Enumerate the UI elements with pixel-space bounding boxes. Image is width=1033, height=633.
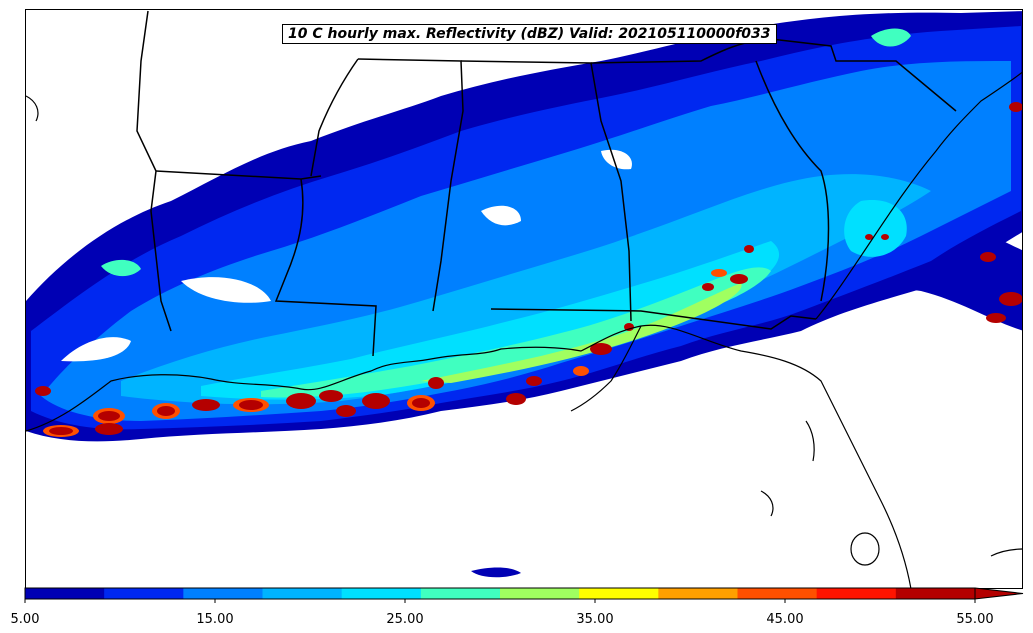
storm-cell — [730, 274, 748, 284]
map-title: 10 C hourly max. Reflectivity (dBZ) Vali… — [282, 24, 777, 44]
storm-cell — [865, 234, 873, 240]
storm-cell — [239, 400, 263, 410]
border-line — [460, 60, 632, 322]
storm-cell — [336, 405, 356, 417]
reflectivity-field — [26, 11, 1022, 578]
colorbar-segment — [737, 588, 818, 599]
storm-cell — [711, 269, 727, 277]
storm-cell — [49, 427, 73, 435]
storm-cell — [98, 411, 120, 421]
colorbar-tick-label: 5.00 — [10, 612, 40, 627]
map-frame: 10 C hourly max. Reflectivity (dBZ) Vali… — [25, 9, 1023, 589]
storm-cell — [980, 252, 996, 262]
coast-line — [990, 548, 1022, 557]
storm-cell — [702, 283, 714, 291]
coast-line — [815, 71, 1022, 320]
state-borders — [136, 10, 957, 357]
storm-cell — [573, 366, 589, 376]
storm-cell — [881, 234, 889, 240]
colorbar-extend-arrow — [974, 587, 1024, 600]
storm-cell — [744, 245, 754, 253]
coast-line — [570, 325, 642, 412]
colorbar-segment — [420, 588, 501, 599]
storm-cell — [506, 393, 526, 405]
storm-cell — [362, 393, 390, 409]
coast-line — [26, 95, 39, 122]
colorbar-segment — [895, 588, 976, 599]
storm-cell — [319, 390, 343, 402]
coast-line — [760, 490, 774, 517]
no-echo-gap — [481, 205, 521, 226]
storm-cell — [412, 398, 430, 408]
colorbar-segment — [25, 588, 105, 599]
border-line — [755, 60, 830, 302]
lake-okeechobee — [850, 532, 880, 566]
colorbar-segment — [500, 588, 580, 599]
colorbar-segment — [579, 588, 659, 599]
storm-cell — [35, 386, 51, 396]
no-echo-gap — [601, 149, 632, 170]
storm-cell — [95, 423, 123, 435]
reflectivity-band-25 — [844, 200, 907, 257]
coastline — [26, 71, 1022, 588]
colorbar-segment — [816, 588, 897, 599]
storm-cell — [624, 323, 634, 331]
storm-cell — [986, 313, 1006, 323]
convective-cells — [35, 102, 1022, 437]
border-line — [490, 308, 817, 330]
border-line — [310, 58, 359, 177]
no-echo-gap — [61, 337, 131, 362]
reflectivity-band-30 — [871, 28, 911, 47]
reflectivity-band-5 — [471, 567, 521, 578]
reflectivity-band-20 — [121, 174, 931, 405]
colorbar-ticks — [24, 599, 976, 603]
coast-line — [805, 420, 815, 462]
colorbar-segments — [25, 588, 976, 599]
storm-cell — [192, 399, 220, 411]
colorbar-segment — [341, 588, 422, 599]
colorbar-outline — [24, 587, 976, 600]
colorbar-segment — [658, 588, 738, 599]
storm-cell — [999, 292, 1022, 306]
border-line — [274, 178, 377, 357]
storm-cell — [286, 393, 316, 409]
reflectivity-band-15 — [41, 61, 1011, 421]
colorbar-tick-label: 55.00 — [956, 612, 994, 627]
storm-cell — [157, 406, 175, 416]
reflectivity-map — [26, 10, 1022, 588]
storm-cell — [1009, 102, 1022, 112]
storm-cell — [526, 376, 542, 386]
colorbar-segment — [104, 588, 184, 599]
reflectivity-band-30 — [101, 259, 141, 277]
storm-cell — [590, 343, 612, 355]
colorbar-segment — [183, 588, 263, 599]
colorbar-segment — [262, 588, 343, 599]
colorbar-tick-label: 45.00 — [766, 612, 804, 627]
coast-line — [26, 324, 912, 588]
border-line — [357, 58, 464, 312]
no-echo-gap — [181, 277, 271, 303]
storm-cell — [428, 377, 444, 389]
colorbar — [24, 587, 1024, 603]
colorbar-tick-label: 15.00 — [196, 612, 234, 627]
colorbar-tick-label: 35.00 — [576, 612, 614, 627]
colorbar-tick-label: 25.00 — [386, 612, 424, 627]
reflectivity-band-30 — [261, 267, 771, 398]
